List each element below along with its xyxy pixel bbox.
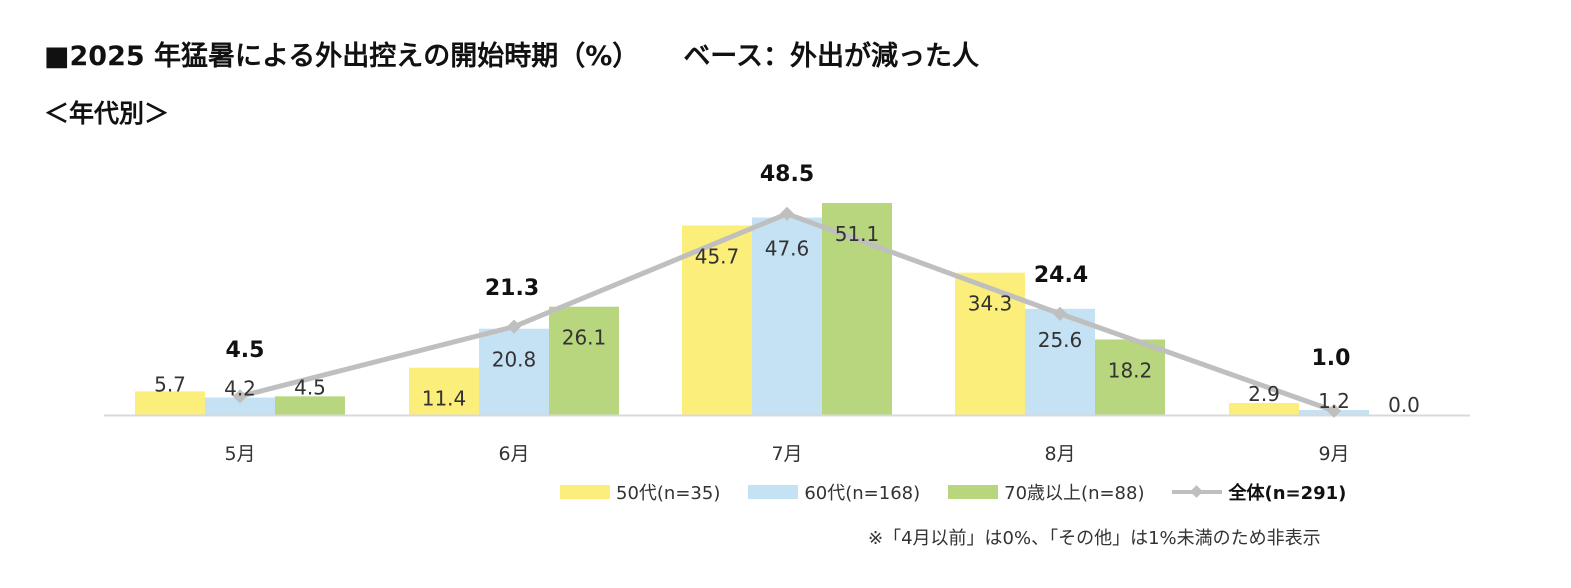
- bar-label-60s-5m: 4.2: [224, 377, 256, 401]
- legend-label-total: 全体(n=291): [1228, 483, 1347, 504]
- x-tick-label: 6月: [498, 443, 529, 465]
- legend-swatch-60s: [748, 485, 799, 499]
- legend-item-60s: 60代(n=168): [748, 479, 920, 505]
- x-tick-label: 5月: [224, 443, 255, 465]
- legend-swatch-50s: [560, 485, 610, 499]
- total-label-6m: 21.3: [485, 276, 539, 301]
- total-label-5m: 4.5: [226, 338, 265, 363]
- total-point-6m: [506, 319, 522, 334]
- bar-60s-6m: [479, 328, 549, 415]
- bar-60s-7m: [752, 217, 822, 415]
- legend-item-70s: 70歳以上(n=88): [948, 479, 1144, 505]
- bar-60s-8m: [1025, 308, 1095, 415]
- bar-50s-5m: [135, 391, 205, 415]
- total-label-8m: 24.4: [1034, 263, 1088, 288]
- bar-50s-6m: [409, 367, 479, 415]
- legend-swatch-70s: [948, 485, 999, 499]
- bar-label-70s-5m: 4.5: [294, 375, 326, 399]
- bar-label-50s-8m: 34.3: [968, 292, 1013, 316]
- legend-line-total: [1172, 485, 1223, 499]
- total-point-9m: [1326, 403, 1342, 418]
- total-label-9m: 1.0: [1312, 346, 1351, 371]
- chart-legend: 50代(n=35) 60代(n=168) 70歳以上(n=88) 全体(n=29…: [560, 479, 1374, 505]
- chart-title-text: ■2025 年猛暑による外出控えの開始時期（%）: [44, 41, 640, 72]
- chart-base-text: ベース：外出が減った人: [683, 41, 979, 72]
- total-point-7m: [779, 206, 795, 221]
- bar-label-70s-7m: 51.1: [835, 222, 880, 246]
- total-point-5m: [232, 389, 248, 404]
- chart-footnote: ※「4月以前」は0%、「その他」は1%未満のため非表示: [868, 528, 1321, 549]
- legend-label-60s: 60代(n=168): [804, 483, 921, 504]
- bar-label-60s-9m: 1.2: [1318, 389, 1350, 413]
- legend-item-total: 全体(n=291): [1172, 479, 1346, 505]
- bar-label-60s-6m: 20.8: [492, 348, 537, 372]
- bar-50s-7m: [682, 225, 752, 415]
- bar-60s-5m: [205, 397, 275, 415]
- bar-70s-5m: [275, 396, 345, 415]
- bar-label-50s-9m: 2.9: [1248, 382, 1280, 406]
- bar-70s-6m: [549, 306, 619, 415]
- bar-70s-8m: [1095, 339, 1165, 415]
- bar-label-60s-7m: 47.6: [765, 237, 810, 261]
- x-tick-label: 7月: [771, 443, 802, 465]
- chart-subtitle: ＜年代別＞: [44, 99, 170, 128]
- chart-title: ■2025 年猛暑による外出控えの開始時期（%） ベース：外出が減った人: [44, 34, 979, 73]
- bar-label-50s-5m: 5.7: [154, 372, 186, 396]
- legend-item-50s: 50代(n=35): [560, 479, 720, 505]
- bar-label-60s-8m: 25.6: [1038, 328, 1083, 352]
- bar-label-70s-8m: 18.2: [1108, 358, 1153, 382]
- x-tick-label: 8月: [1044, 443, 1075, 465]
- bar-label-70s-6m: 26.1: [562, 326, 607, 350]
- x-tick-label: 9月: [1318, 443, 1349, 465]
- bar-50s-9m: [1229, 402, 1299, 415]
- total-point-8m: [1052, 306, 1068, 321]
- bar-label-70s-9m: 0.0: [1388, 393, 1420, 417]
- bar-label-50s-6m: 11.4: [422, 387, 467, 411]
- bar-label-50s-7m: 45.7: [695, 244, 740, 268]
- legend-label-50s: 50代(n=35): [616, 483, 721, 504]
- legend-label-70s: 70歳以上(n=88): [1004, 483, 1145, 504]
- total-label-7m: 48.5: [760, 162, 814, 187]
